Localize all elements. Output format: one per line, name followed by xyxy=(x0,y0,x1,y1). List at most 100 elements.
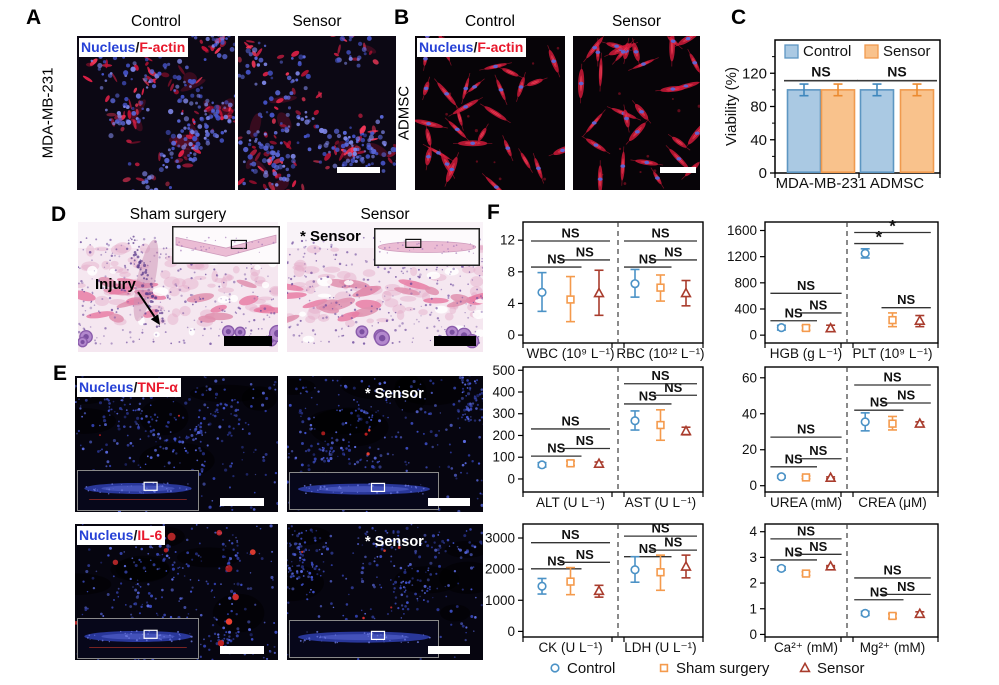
svg-text:NS: NS xyxy=(651,225,669,240)
svg-text:40: 40 xyxy=(750,132,767,149)
svg-text:2000: 2000 xyxy=(485,562,515,577)
svg-text:Sham surgery: Sham surgery xyxy=(676,660,770,677)
svg-text:HGB (g L⁻¹): HGB (g L⁻¹) xyxy=(770,346,842,361)
svg-text:NS: NS xyxy=(870,395,888,410)
sensor-annotation-d: * Sensor xyxy=(300,228,361,245)
f-legend: Control Sham surgery Sensor xyxy=(550,660,865,677)
svg-text:NS: NS xyxy=(883,562,901,577)
svg-text:NS: NS xyxy=(651,521,669,536)
panel-e-label: E xyxy=(53,362,68,385)
svg-text:0: 0 xyxy=(507,328,515,343)
svg-text:NS: NS xyxy=(639,541,657,556)
svg-text:NS: NS xyxy=(870,584,888,599)
svg-text:*: * xyxy=(876,228,883,247)
svg-text:2: 2 xyxy=(749,576,757,591)
histology-inset-sham xyxy=(172,226,280,264)
svg-text:NS: NS xyxy=(887,64,906,80)
il6-label: IL-6 xyxy=(137,527,163,543)
svg-text:NS: NS xyxy=(639,252,657,267)
f-subplot: 0 4 8 12 NS NS NS WBC (10⁹ L⁻¹) NS NS NS RBC (10¹² … xyxy=(500,221,705,361)
svg-text:Ca²⁺ (mM): Ca²⁺ (mM) xyxy=(774,640,838,655)
svg-text:NS: NS xyxy=(547,553,565,568)
svg-text:ALT (U L⁻¹): ALT (U L⁻¹) xyxy=(536,495,605,510)
svg-text:500: 500 xyxy=(492,363,515,378)
svg-text:40: 40 xyxy=(742,406,757,421)
svg-text:NS: NS xyxy=(785,544,803,559)
svg-text:4: 4 xyxy=(507,296,515,311)
stain-label-b: Nucleus/F-actin xyxy=(417,38,527,57)
svg-text:NS: NS xyxy=(547,441,565,456)
svg-text:NS: NS xyxy=(897,387,915,402)
panel-d-header-sham: Sham surgery xyxy=(129,206,227,223)
svg-text:NS: NS xyxy=(811,64,830,80)
svg-text:400: 400 xyxy=(734,301,757,316)
svg-text:60: 60 xyxy=(742,370,757,385)
nucleus-label: Nucleus xyxy=(79,379,134,395)
stain-label-il6: Nucleus/IL-6 xyxy=(77,526,166,545)
svg-text:CREA (μM): CREA (μM) xyxy=(858,495,927,510)
if-inset xyxy=(289,620,439,658)
svg-text:80: 80 xyxy=(750,99,767,116)
svg-text:NS: NS xyxy=(883,369,901,384)
panel-c: C 0 40 80 120 Viability (%) MDA-MB-231 ADMSC NS… xyxy=(715,0,999,200)
nucleus-label: Nucleus xyxy=(79,527,134,543)
nucleus-label: Nucleus xyxy=(81,39,136,55)
micrograph-b-sensor xyxy=(573,36,700,190)
svg-text:0: 0 xyxy=(749,478,757,493)
panel-e: E Nucleus/TNF-α * Sensor Nucleus/IL-6 * … xyxy=(0,360,490,670)
panel-a: A Control Sensor MDA-MB-231 Nucleus/F-ac… xyxy=(0,0,480,200)
svg-text:NS: NS xyxy=(797,278,815,293)
svg-text:LDH (U L⁻¹): LDH (U L⁻¹) xyxy=(624,640,696,655)
histology-inset-sensor xyxy=(374,228,480,266)
svg-text:NS: NS xyxy=(785,305,803,320)
panel-d: D Sham surgery Sensor Injury * Sensor xyxy=(0,198,490,358)
sensor-annotation-e2: * Sensor xyxy=(365,534,424,550)
c-bars: MDA-MB-231 ADMSC NS NS xyxy=(776,64,937,192)
injury-label: Injury xyxy=(95,276,136,293)
svg-text:NS: NS xyxy=(639,388,657,403)
svg-text:Sensor: Sensor xyxy=(817,660,865,677)
svg-text:NS: NS xyxy=(561,527,579,542)
svg-text:3: 3 xyxy=(749,550,757,565)
svg-text:NS: NS xyxy=(664,244,682,259)
panel-d-label: D xyxy=(51,203,67,226)
injury-arrow-icon xyxy=(137,291,160,325)
svg-text:NS: NS xyxy=(809,443,827,458)
if-inset xyxy=(77,618,199,659)
scale-bar xyxy=(224,336,272,346)
svg-text:Mg²⁺ (mM): Mg²⁺ (mM) xyxy=(860,640,926,655)
panel-b-row-label: ADMSC xyxy=(395,85,413,141)
svg-text:8: 8 xyxy=(507,264,515,279)
svg-text:3000: 3000 xyxy=(485,531,515,546)
micrograph-b-control xyxy=(415,36,565,190)
panel-b-label: B xyxy=(394,6,410,29)
panel-b-header-sensor: Sensor xyxy=(611,13,662,30)
svg-text:NS: NS xyxy=(897,579,915,594)
svg-text:*: * xyxy=(889,216,896,235)
panel-f-label: F xyxy=(487,201,501,224)
micrograph-a-control xyxy=(77,36,235,190)
svg-text:ADMSC: ADMSC xyxy=(870,175,924,192)
nucleus-label: Nucleus xyxy=(419,39,474,55)
svg-text:NS: NS xyxy=(897,292,915,307)
svg-text:UREA (mM): UREA (mM) xyxy=(770,495,842,510)
panel-c-label: C xyxy=(731,6,747,29)
sensor-annotation-e1: * Sensor xyxy=(365,386,424,402)
if-tnf-sensor xyxy=(287,376,483,512)
svg-text:12: 12 xyxy=(500,233,515,248)
svg-text:NS: NS xyxy=(797,523,815,538)
svg-text:1000: 1000 xyxy=(485,593,515,608)
svg-text:NS: NS xyxy=(797,422,815,437)
svg-text:800: 800 xyxy=(734,275,757,290)
scale-bar xyxy=(337,167,380,173)
scale-bar xyxy=(220,498,264,506)
f-subplot: 0 400 800 1200 1600 NS NS NS HGB (g L⁻¹) NS * * PLT … xyxy=(727,216,939,361)
svg-text:1600: 1600 xyxy=(727,223,757,238)
svg-text:NS: NS xyxy=(547,252,565,267)
panel-d-header-sensor: Sensor xyxy=(360,206,410,223)
panel-b-header-control: Control xyxy=(465,13,515,30)
svg-text:NS: NS xyxy=(664,535,682,550)
